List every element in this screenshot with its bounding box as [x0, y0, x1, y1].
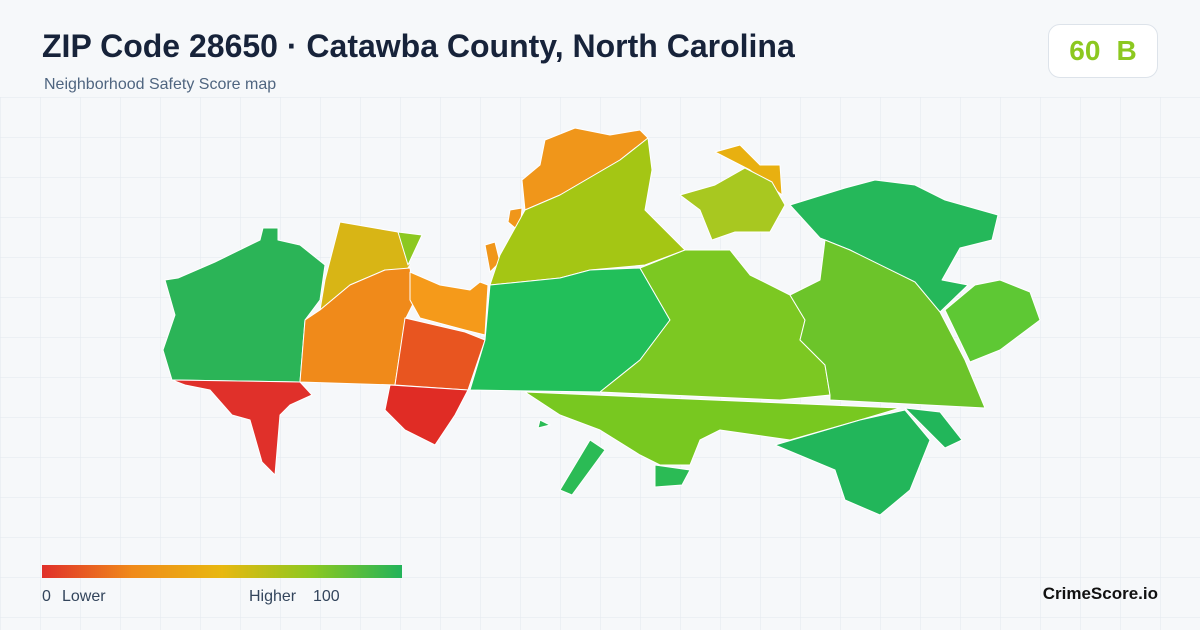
region	[397, 231, 423, 266]
legend-min-label: Lower	[62, 588, 106, 605]
region	[299, 267, 416, 386]
region	[171, 379, 313, 476]
region	[944, 279, 1041, 363]
region	[524, 391, 901, 466]
score-badge: 60 B	[1048, 24, 1158, 78]
score-value: 60	[1069, 35, 1101, 66]
region	[654, 464, 691, 488]
region	[774, 409, 931, 516]
brand: CrimeScore.io	[1042, 584, 1158, 603]
region	[409, 271, 489, 336]
region	[789, 239, 986, 409]
region	[162, 227, 326, 383]
legend-min: 0	[42, 588, 51, 605]
legend-gradient	[42, 565, 402, 578]
regions	[162, 127, 1041, 516]
legend-max-label: Higher	[249, 588, 297, 605]
subtitle: Neighborhood Safety Score map	[44, 76, 277, 93]
region	[394, 317, 486, 391]
region	[559, 439, 606, 496]
score-grade: B	[1116, 35, 1137, 66]
region	[714, 144, 783, 196]
region	[384, 384, 469, 446]
region	[904, 407, 963, 449]
region	[537, 419, 551, 429]
region	[679, 167, 786, 241]
title: ZIP Code 28650 · Catawba County, North C…	[42, 28, 795, 64]
legend-max: 100	[313, 588, 340, 605]
